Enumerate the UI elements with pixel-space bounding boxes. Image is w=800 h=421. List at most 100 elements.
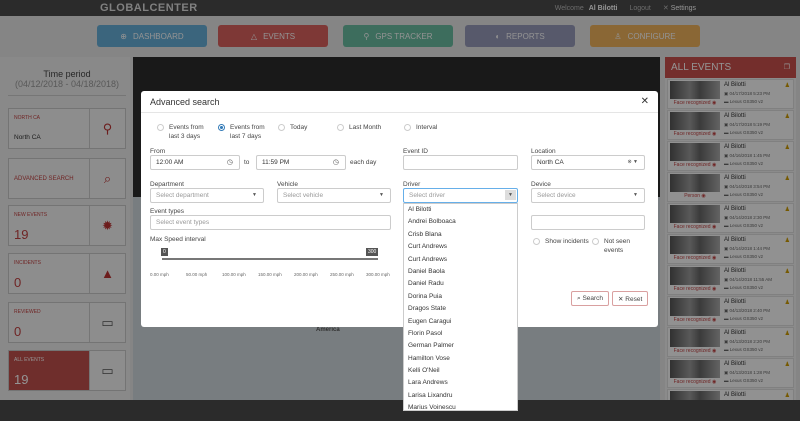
driver-option[interactable]: German Palmer: [408, 342, 454, 350]
event-thumbnail[interactable]: [670, 298, 720, 316]
eye-icon[interactable]: ◉: [711, 317, 717, 323]
event-thumbnail[interactable]: [670, 236, 720, 254]
nav-gps-tracker[interactable]: ⚲ GPS TRACKER: [343, 25, 453, 47]
eye-icon[interactable]: ◉: [711, 162, 717, 168]
driver-option[interactable]: Curt Andrews: [408, 255, 448, 263]
event-types-select[interactable]: Select event types: [150, 215, 391, 230]
event-item[interactable]: Face recognized ◉ Al Bilotti ▣ 04/13/2018 …: [667, 296, 794, 326]
driver-option[interactable]: Hamilton Vose: [408, 354, 450, 362]
driver-option[interactable]: Eugen Caragui: [408, 317, 452, 325]
clear-and-chevron-down-icon[interactable]: ⊗ ▼: [627, 159, 638, 165]
speed-max-handle[interactable]: 300: [366, 248, 379, 256]
expand-icon[interactable]: ❐: [783, 64, 790, 71]
period-radio[interactable]: Today: [278, 123, 350, 132]
driver-option[interactable]: Al Bilotti: [408, 206, 432, 213]
speed-min-handle[interactable]: 0: [161, 248, 168, 256]
logout-link[interactable]: Logout: [629, 5, 651, 12]
nav-reports[interactable]: ◐ REPORTS: [465, 25, 575, 47]
eye-icon[interactable]: ◉: [711, 100, 717, 106]
clock-icon[interactable]: ◷: [332, 159, 339, 166]
event-thumbnail[interactable]: [670, 329, 720, 347]
location-select[interactable]: North CA: [14, 134, 41, 141]
event-item[interactable]: Face recognized ◉ Al Bilotti ▣ 04/13/2018 …: [667, 327, 794, 357]
eye-icon[interactable]: ◉: [701, 193, 706, 199]
event-thumbnail[interactable]: [670, 174, 720, 192]
nav-dashboard[interactable]: ⊕ DASHBOARD: [97, 25, 207, 47]
driver-option[interactable]: Curt Andrews: [408, 243, 448, 251]
eye-icon[interactable]: ◉: [711, 379, 717, 385]
extra-input[interactable]: [531, 215, 645, 230]
eye-icon[interactable]: ◉: [711, 348, 717, 354]
device-select[interactable]: Select device ▼: [531, 188, 645, 203]
location-pin-icon[interactable]: ⚲: [89, 109, 125, 148]
reviewed-card[interactable]: REVIEWED 0 ▭: [8, 302, 126, 343]
new-events-card[interactable]: NEW EVENTS 19 ✹: [8, 205, 126, 246]
driver-option[interactable]: Marius Voinescu: [408, 404, 456, 411]
location-select[interactable]: North CA ⊗ ▼: [531, 155, 645, 170]
from-time-input[interactable]: 12:00 AM ◷: [150, 155, 240, 170]
event-thumbnail[interactable]: [670, 205, 720, 223]
search-icon[interactable]: ⌕: [89, 159, 125, 198]
driver-dropdown-list[interactable]: Al Bilotti Andrei Bolboaca Crisb Blana Curt…: [403, 203, 518, 411]
driver-option[interactable]: Andrei Bolboaca: [408, 218, 456, 226]
event-item[interactable]: Face recognized ◉ Al Bilotti ▣ 04/14/2018 …: [667, 265, 794, 295]
search-button[interactable]: ⌕ Search: [571, 291, 610, 306]
not-seen-radio[interactable]: Not seen events: [592, 237, 644, 255]
period-radio[interactable]: Events from last 7 days: [218, 123, 270, 141]
chevron-down-icon[interactable]: ▼: [505, 190, 516, 200]
location-card[interactable]: NORTH CA North CA ⚲: [8, 108, 126, 149]
driver-option[interactable]: Crisb Blana: [408, 230, 442, 238]
event-item[interactable]: Person ◉ Al Bilotti ▣ 04/14/2018 3:54 PM ▬ …: [667, 172, 794, 202]
advanced-search-card[interactable]: ADVANCED SEARCH ⌕: [8, 158, 126, 199]
event-thumbnail[interactable]: [670, 112, 720, 130]
vehicle-select[interactable]: Select vehicle ▼: [277, 188, 391, 203]
department-select[interactable]: Select department ▼: [150, 188, 264, 203]
event-item[interactable]: Face recognized ◉ Al Bilotti ▣ 04/14/2018 …: [667, 234, 794, 264]
nav-events[interactable]: △ EVENTS: [218, 25, 328, 47]
event-thumbnail[interactable]: [670, 267, 720, 285]
close-icon[interactable]: ✕: [640, 96, 649, 107]
event-item[interactable]: Al Bilotti ♟: [667, 389, 794, 400]
speed-slider-track[interactable]: [162, 258, 378, 260]
driver-option[interactable]: Larisa Lixandru: [408, 391, 453, 399]
user-icon: ♟: [784, 331, 790, 337]
event-thumbnail[interactable]: [670, 81, 720, 99]
settings-link[interactable]: Settings: [670, 5, 696, 12]
driver-option[interactable]: Daniel Baola: [408, 267, 445, 275]
driver-option[interactable]: Lara Andrews: [408, 379, 448, 387]
eye-icon[interactable]: ◉: [711, 286, 717, 292]
driver-option[interactable]: Dorina Puia: [408, 292, 442, 300]
event-thumbnail[interactable]: [670, 391, 720, 400]
to-time-input[interactable]: 11:59 PM ◷: [256, 155, 346, 170]
driver-option[interactable]: Daniel Radu: [408, 280, 444, 288]
eye-icon[interactable]: ◉: [711, 255, 717, 261]
driver-option[interactable]: Florin Pasol: [408, 329, 443, 337]
period-radio[interactable]: Events from last 3 days: [157, 123, 209, 141]
clock-icon[interactable]: ◷: [226, 159, 233, 166]
period-radio[interactable]: Last Month: [337, 123, 409, 132]
eye-icon[interactable]: ◉: [711, 224, 717, 230]
period-radio[interactable]: Interval: [404, 123, 476, 132]
eye-icon[interactable]: ◉: [711, 131, 717, 137]
driver-select[interactable]: Select driver ▼: [403, 188, 518, 203]
event-id-input[interactable]: [403, 155, 518, 170]
event-item[interactable]: Face recognized ◉ Al Bilotti ▣ 04/17/2018 …: [667, 79, 794, 109]
event-item[interactable]: Face recognized ◉ Al Bilotti ▣ 04/16/2018 …: [667, 141, 794, 171]
event-thumbnail[interactable]: [670, 143, 720, 161]
driver-option[interactable]: Kelli O'Neil: [408, 367, 440, 375]
car-icon: ▬: [724, 161, 730, 166]
welcome-text: Welcome: [554, 5, 584, 12]
incidents-card[interactable]: INCIDENTS 0 ▲: [8, 253, 126, 294]
nav-configure[interactable]: ♙ CONFIGURE: [590, 25, 700, 47]
show-incidents-radio[interactable]: Show incidents: [533, 237, 589, 246]
event-item[interactable]: Face recognized ◉ Al Bilotti ▣ 04/17/2018 …: [667, 110, 794, 140]
reset-button[interactable]: ✕ Reset: [612, 291, 649, 306]
car-icon: ▬: [724, 223, 730, 228]
settings-icon[interactable]: ✕: [662, 5, 669, 12]
all-events-card[interactable]: ALL EVENTS 19 ▭: [8, 350, 126, 391]
event-item[interactable]: Face recognized ◉ Al Bilotti ▣ 04/13/2018 …: [667, 358, 794, 388]
event-thumbnail[interactable]: [670, 360, 720, 378]
driver-option[interactable]: Dragos State: [408, 305, 446, 313]
user-icon: ♟: [784, 300, 790, 306]
event-item[interactable]: Face recognized ◉ Al Bilotti ▣ 04/14/2018 …: [667, 203, 794, 233]
